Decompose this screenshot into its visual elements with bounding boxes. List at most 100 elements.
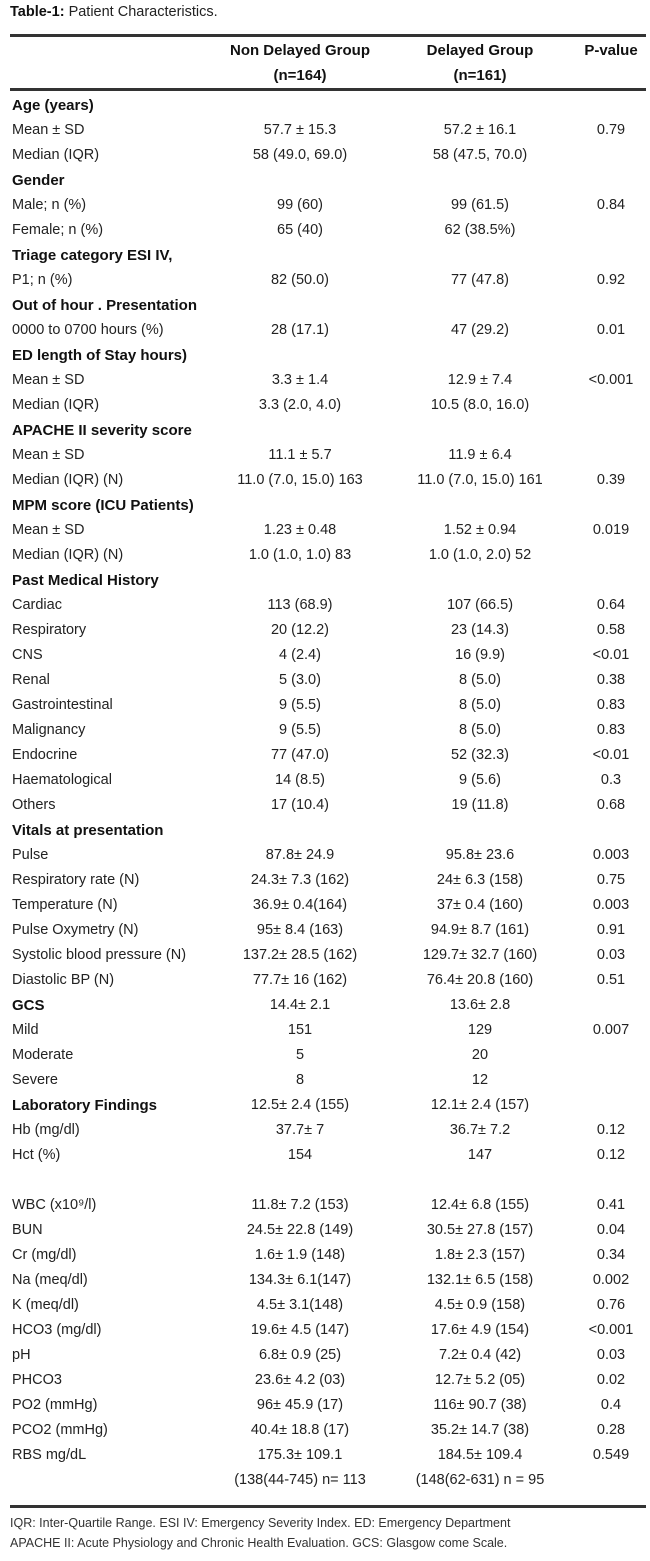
table-caption: Table-1: Patient Characteristics.: [10, 4, 218, 20]
non-delayed-value: 113 (68.9): [267, 597, 333, 613]
non-delayed-value: 134.3± 6.1(147): [248, 1272, 352, 1288]
delayed-value: 1.8± 2.3 (157): [434, 1247, 526, 1263]
row-label: WBC (x10⁹/l): [12, 1197, 97, 1213]
non-delayed-value: 28 (17.1): [270, 322, 330, 338]
p-value: 0.3: [600, 772, 622, 788]
delayed-value: 9 (5.6): [459, 772, 501, 788]
section-heading-row: Age (years): [0, 93, 650, 118]
non-delayed-value: 96± 45.9 (17): [256, 1397, 344, 1413]
delayed-value: 11.0 (7.0, 15.0) 161: [417, 472, 543, 488]
delayed-value: 1.0 (1.0, 2.0) 52: [428, 547, 532, 563]
row-label: Renal: [12, 672, 50, 688]
table-row: [0, 1168, 650, 1193]
table-number: Table-1:: [10, 4, 65, 20]
p-value: 0.92: [596, 272, 626, 288]
table-row: K (meq/dl) 4.5± 3.1(148) 4.5± 0.9 (158) 0.7…: [0, 1293, 650, 1318]
p-value: 0.68: [596, 797, 626, 813]
p-value: 0.75: [596, 872, 626, 888]
row-label: Endocrine: [12, 747, 78, 763]
non-delayed-value: 5 (3.0): [279, 672, 321, 688]
row-label: Hb (mg/dl): [12, 1122, 80, 1138]
non-delayed-value: 58 (49.0, 69.0): [252, 147, 348, 163]
delayed-value: 129.7± 32.7 (160): [422, 947, 538, 963]
p-value: 0.04: [596, 1222, 626, 1238]
delayed-value: 62 (38.5%): [444, 222, 516, 238]
p-value: 0.51: [596, 972, 626, 988]
row-label: Mean ± SD: [12, 122, 85, 138]
table-row: Male; n (%) 99 (60) 99 (61.5) 0.84: [0, 193, 650, 218]
bottom-rule: [10, 1505, 646, 1508]
non-delayed-value: 154: [287, 1147, 313, 1163]
delayed-value: 12.9 ± 7.4: [447, 372, 513, 388]
row-label: Severe: [12, 1072, 58, 1088]
table-row: 0000 to 0700 hours (%) 28 (17.1) 47 (29.2)…: [0, 318, 650, 343]
non-delayed-value: 95± 8.4 (163): [256, 922, 344, 938]
non-delayed-value: 12.5± 2.4 (155): [250, 1097, 350, 1113]
p-value: 0.41: [596, 1197, 626, 1213]
row-label: Gender: [12, 172, 65, 189]
delayed-value: 4.5± 0.9 (158): [434, 1297, 526, 1313]
header-n: (n=161): [453, 67, 507, 84]
non-delayed-value: 11.8± 7.2 (153): [251, 1197, 349, 1213]
row-label: Mean ± SD: [12, 447, 85, 463]
row-label: Respiratory: [12, 622, 87, 638]
section-heading-row: Laboratory Findings 12.5± 2.4 (155) 12.1± …: [0, 1093, 650, 1118]
table-title: Patient Characteristics.: [68, 4, 218, 20]
non-delayed-value: 9 (5.5): [279, 697, 321, 713]
table-row: CNS 4 (2.4) 16 (9.9) <0.01: [0, 643, 650, 668]
non-delayed-value: 6.8± 0.9 (25): [258, 1347, 342, 1363]
p-value: 0.01: [596, 322, 626, 338]
row-label: Laboratory Findings: [12, 1097, 158, 1114]
table-row: Mean ± SD 11.1 ± 5.7 11.9 ± 6.4: [0, 443, 650, 468]
top-rule: [10, 34, 646, 37]
table-row: Severe 8 12: [0, 1068, 650, 1093]
header-label: Delayed Group: [426, 42, 534, 59]
p-value: 0.002: [592, 1272, 630, 1288]
non-delayed-value: 57.7 ± 15.3: [263, 122, 337, 138]
non-delayed-value: 14.4± 2.1: [269, 997, 331, 1013]
p-value: 0.4: [600, 1397, 622, 1413]
non-delayed-value: 17 (10.4): [270, 797, 330, 813]
table-row: Respiratory rate (N) 24.3± 7.3 (162) 24± 6…: [0, 868, 650, 893]
section-heading-row: Past Medical History: [0, 568, 650, 593]
non-delayed-value: 24.3± 7.3 (162): [250, 872, 350, 888]
non-delayed-value: 175.3± 109.1: [257, 1447, 343, 1463]
non-delayed-value: 9 (5.5): [279, 722, 321, 738]
row-label: Pulse: [12, 847, 49, 863]
delayed-value: 47 (29.2): [450, 322, 510, 338]
delayed-value: 8 (5.0): [459, 697, 501, 713]
non-delayed-value: 11.1 ± 5.7: [268, 447, 332, 463]
delayed-value: 37± 0.4 (160): [436, 897, 524, 913]
row-label: Past Medical History: [12, 572, 159, 589]
delayed-value: 58 (47.5, 70.0): [432, 147, 528, 163]
non-delayed-value: 11.0 (7.0, 15.0) 163: [237, 472, 363, 488]
row-label: Out of hour . Presentation: [12, 297, 198, 314]
row-label: Triage category ESI IV,: [12, 247, 173, 264]
row-label: Hct (%): [12, 1147, 61, 1163]
delayed-value: 12.4± 6.8 (155): [430, 1197, 530, 1213]
row-label: Respiratory rate (N): [12, 872, 140, 888]
p-value: 0.91: [596, 922, 626, 938]
row-label: PHCO3: [12, 1372, 62, 1388]
footnote: APACHE II: Acute Physiology and Chronic …: [10, 1536, 508, 1550]
table-row: Na (meq/dl) 134.3± 6.1(147) 132.1± 6.5 (15…: [0, 1268, 650, 1293]
delayed-value: 57.2 ± 16.1: [443, 122, 517, 138]
section-heading-row: MPM score (ICU Patients): [0, 493, 650, 518]
table-row: PO2 (mmHg) 96± 45.9 (17) 116± 90.7 (38) 0.4: [0, 1393, 650, 1418]
header-rule: [10, 88, 646, 91]
non-delayed-value: 151: [287, 1022, 313, 1038]
p-value: 0.38: [596, 672, 626, 688]
p-value: 0.02: [596, 1372, 626, 1388]
row-label: Moderate: [12, 1047, 74, 1063]
delayed-value: 52 (32.3): [450, 747, 510, 763]
p-value: 0.83: [596, 697, 626, 713]
row-label: Diastolic BP (N): [12, 972, 115, 988]
delayed-value: 147: [467, 1147, 493, 1163]
row-label: MPM score (ICU Patients): [12, 497, 194, 514]
delayed-value: 13.6± 2.8: [449, 997, 511, 1013]
non-delayed-value: 3.3 ± 1.4: [271, 372, 329, 388]
table-row: Pulse 87.8± 24.9 95.8± 23.6 0.003: [0, 843, 650, 868]
p-value: <0.001: [588, 372, 634, 388]
row-label: Haematological: [12, 772, 112, 788]
table-row: Cr (mg/dl) 1.6± 1.9 (148) 1.8± 2.3 (157) 0.…: [0, 1243, 650, 1268]
